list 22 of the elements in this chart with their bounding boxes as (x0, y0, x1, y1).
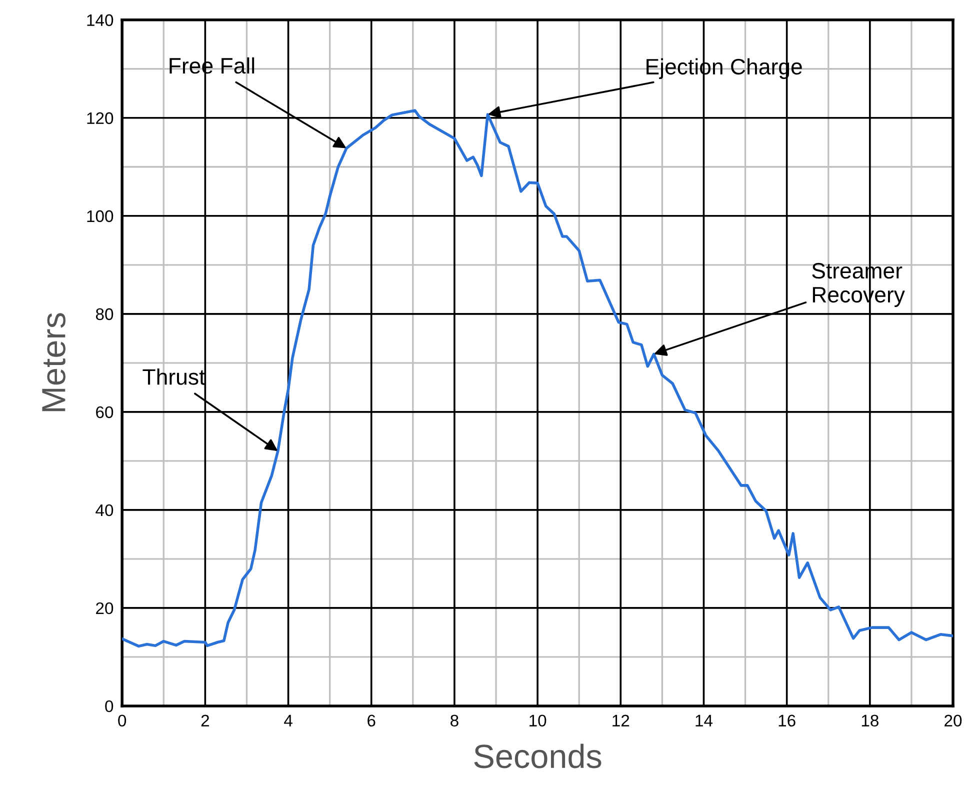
x-tick-label: 20 (944, 714, 962, 727)
x-tick-label: 14 (696, 714, 713, 726)
y-tick-label: 40 (96, 504, 114, 516)
y-tick-label: 80 (96, 308, 114, 320)
x-tick-label: 6 (368, 714, 376, 727)
x-axis-title: Seconds (474, 744, 602, 768)
x-tick-label: 12 (612, 714, 630, 726)
y-tick-label: 100 (87, 210, 114, 222)
annotation: Thrust (142, 368, 206, 385)
x-tick-label: 18 (862, 714, 878, 727)
x-tick-label: 0 (118, 714, 126, 727)
y-tick-label: 20 (96, 602, 114, 614)
x-tick-label: 10 (530, 714, 546, 727)
x-tick-label: 8 (450, 714, 458, 727)
y-axis-title: Meters (42, 313, 66, 412)
x-tick-label: 16 (778, 714, 796, 727)
x-tick-label: 2 (201, 714, 209, 726)
x-tick-label: 4 (284, 714, 292, 726)
y-tick-label: 140 (87, 14, 114, 26)
y-tick-label: 120 (87, 112, 114, 124)
y-tick-label: 0 (105, 700, 114, 712)
y-tick-label: 60 (96, 406, 114, 418)
